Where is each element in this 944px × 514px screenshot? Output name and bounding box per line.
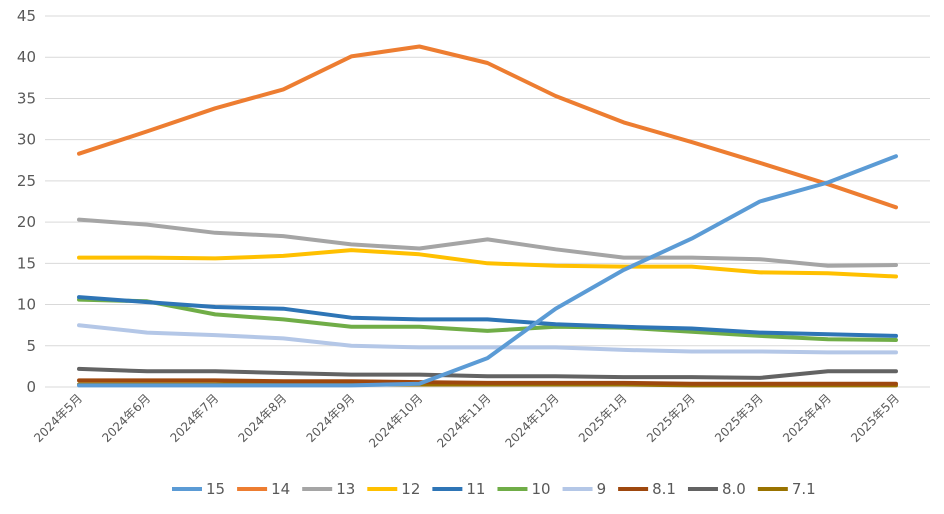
x-axis-ticks: 2024年5月 2024年6月 2024年7月 2024年8月 2024年9月 2024年… (31, 391, 902, 450)
y-tick-label: 40 (17, 48, 36, 66)
series-line-11 (77, 295, 898, 338)
legend-item-8.1: 8.1 (618, 480, 676, 498)
series-line-13 (77, 217, 898, 268)
y-tick-label: 45 (17, 7, 36, 25)
legend: 15 14 13 12 11 10 9 8.1 8.0 7.1 (172, 480, 816, 498)
x-tick-label: 2025年1月 (576, 391, 630, 445)
series-line-9 (77, 323, 898, 355)
x-tick-label: 2025年3月 (712, 391, 766, 445)
legend-label: 10 (531, 480, 550, 498)
legend-item-14: 14 (237, 480, 290, 498)
legend-item-10: 10 (497, 480, 551, 498)
y-tick-label: 15 (17, 254, 36, 272)
legend-label: 15 (206, 480, 225, 498)
series-line-8.1 (77, 378, 898, 386)
legend-label: 12 (401, 480, 420, 498)
legend-item-13: 13 (302, 480, 355, 498)
y-tick-label: 0 (26, 378, 36, 396)
x-tick-label: 2024年6月 (99, 391, 153, 445)
y-tick-label: 10 (17, 296, 36, 314)
legend-label: 9 (597, 480, 607, 498)
legend-label: 11 (466, 480, 485, 498)
legend-label: 7.1 (792, 480, 816, 498)
series-line-10 (77, 297, 898, 342)
x-tick-label: 2024年8月 (236, 391, 290, 445)
series-line-12 (77, 248, 898, 279)
y-tick-label: 30 (17, 131, 36, 149)
legend-item-12: 12 (367, 480, 420, 498)
x-tick-label: 2024年12月 (502, 391, 561, 450)
x-tick-label: 2024年7月 (167, 391, 221, 445)
y-tick-label: 5 (26, 337, 36, 355)
legend-item-11: 11 (432, 480, 485, 498)
series-lines (77, 44, 898, 388)
legend-item-9: 9 (562, 480, 607, 498)
x-tick-label: 2024年10月 (366, 391, 425, 450)
legend-label: 14 (271, 480, 290, 498)
legend-label: 8.1 (652, 480, 676, 498)
series-line-15 (77, 154, 898, 388)
x-tick-label: 2024年5月 (31, 391, 85, 445)
y-tick-label: 25 (17, 172, 36, 190)
x-tick-label: 2025年2月 (644, 391, 698, 445)
legend-item-8.0: 8.0 (687, 480, 746, 498)
x-tick-label: 2025年4月 (780, 391, 834, 445)
x-tick-label: 2024年11月 (434, 391, 493, 450)
y-tick-label: 35 (17, 89, 36, 107)
legend-label: 8.0 (722, 480, 746, 498)
legend-item-15: 15 (172, 480, 225, 498)
y-axis-ticks: 0 5 10 15 20 25 30 35 40 45 (17, 7, 36, 396)
y-tick-label: 20 (17, 213, 36, 231)
x-tick-label: 2025年5月 (848, 391, 902, 445)
x-tick-label: 2024年9月 (304, 391, 358, 445)
legend-item-7.1: 7.1 (757, 480, 816, 498)
legend-label: 13 (336, 480, 355, 498)
series-line-8.0 (77, 366, 898, 380)
series-line-14 (77, 44, 898, 210)
